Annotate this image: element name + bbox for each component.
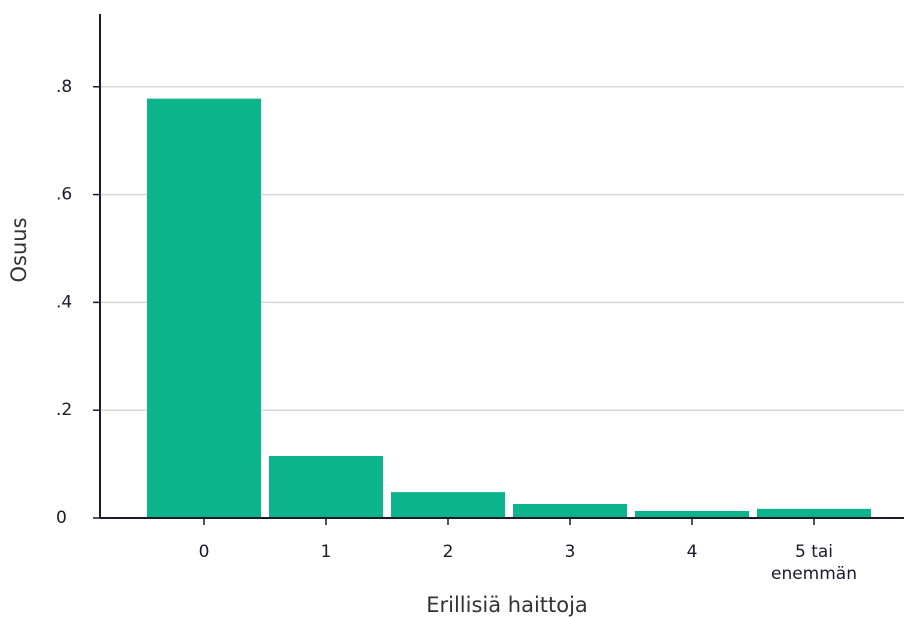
y-tick-label: .4 (56, 292, 72, 312)
x-tick-label: 0 (199, 542, 210, 562)
y-tick-label: .6 (56, 185, 72, 205)
y-tick-label: .2 (56, 400, 72, 420)
y-tick-label: .8 (56, 77, 72, 97)
bar (757, 508, 871, 518)
bar (269, 456, 383, 518)
x-tick-label: 4 (687, 542, 698, 562)
y-axis-label: Osuus (7, 217, 31, 282)
bar (391, 492, 505, 518)
x-axis-label: Erillisiä haittoja (426, 593, 588, 617)
y-tick-label: 0 (56, 508, 67, 528)
x-tick-label: 2 (443, 542, 454, 562)
x-tick-label: 1 (321, 542, 332, 562)
bar (147, 98, 261, 518)
x-tick-label: 5 tai enemmän (771, 542, 857, 584)
bar (513, 503, 627, 518)
x-tick-label: 3 (565, 542, 576, 562)
bar (635, 510, 749, 518)
